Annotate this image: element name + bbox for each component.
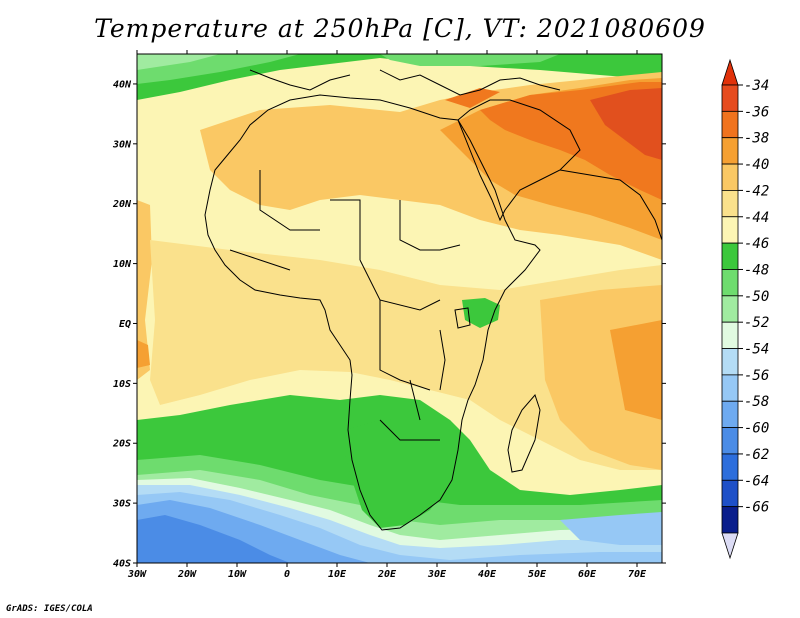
colorbar-swatch	[721, 110, 739, 139]
lat-tick-label: 20N	[112, 199, 132, 210]
longitude-axis: 30W 20W 10W 0 10E 20E 30E 40E 50E 60E 70E	[127, 50, 647, 580]
lon-tick-label: 20E	[377, 569, 397, 580]
colorbar-swatch	[721, 400, 739, 428]
colorbar-swatch	[721, 506, 739, 534]
colorbar: -34 -36 -38 -40 -42 -44 -46 -48 -50 -52 -54 -56 -58 -…	[721, 58, 769, 560]
colorbar-label: -40	[744, 157, 769, 173]
latitude-axis: 40N 30N 20N 10N EQ 10S 20S 30S 40S	[112, 79, 666, 570]
colorbar-label: -44	[744, 210, 769, 226]
field-north-green	[137, 54, 662, 100]
south-asia-coastline	[559, 169, 662, 241]
field-tropics-yellow	[150, 240, 662, 470]
colorbar-bottom-arrow	[721, 532, 739, 560]
colorbar-swatch	[721, 348, 739, 376]
lake-tanganyika	[439, 329, 446, 391]
iberia-coast	[249, 69, 351, 91]
colorbar-swatch	[721, 190, 739, 218]
colorbar-swatch	[721, 84, 739, 112]
lake-victoria	[454, 307, 471, 329]
coastlines	[204, 69, 662, 531]
field-south-dark-blue	[137, 515, 290, 563]
lat-tick-label: 20S	[112, 439, 131, 450]
country-borders	[229, 170, 461, 441]
field-iran-max	[590, 88, 662, 160]
colorbar-label: -48	[744, 262, 769, 278]
field-west-atlantic	[137, 200, 152, 380]
lon-tick-label: 60E	[578, 569, 597, 580]
colorbar-label: -64	[744, 473, 769, 489]
colorbar-swatch	[721, 295, 739, 323]
field-north-light-green	[137, 54, 220, 70]
colorbar-swatch	[721, 163, 739, 191]
colorbar-label: -58	[744, 394, 769, 410]
colorbar-label: -36	[744, 104, 769, 120]
lat-tick-label: 30S	[112, 499, 131, 510]
lon-tick-label: 30E	[427, 569, 447, 580]
colorbar-swatch	[721, 137, 739, 165]
lat-tick-label: 40N	[113, 79, 132, 90]
field-west-orange	[137, 340, 150, 368]
lat-tick-label: 40S	[113, 559, 131, 570]
colorbar-swatch	[721, 242, 739, 270]
lon-tick-label: 30W	[127, 569, 147, 580]
colorbar-swatch	[721, 427, 739, 455]
africa-coastline	[204, 94, 541, 531]
colorbar-label: -34	[744, 78, 769, 94]
lon-tick-label: 40E	[478, 569, 497, 580]
plot-frame	[136, 53, 663, 564]
field-east-africa-green	[462, 298, 500, 328]
arabia-coastline	[457, 99, 581, 222]
lon-tick-label: 20W	[177, 569, 197, 580]
colorbar-swatch	[721, 321, 739, 349]
lon-tick-label: 10W	[228, 569, 247, 580]
field-med-green	[380, 54, 560, 66]
madagascar-coastline	[507, 394, 541, 473]
mediterranean-coast-north	[379, 69, 561, 96]
colorbar-label: -60	[744, 421, 769, 437]
lon-tick-label: 70E	[628, 569, 647, 580]
colorbar-top-arrow	[721, 58, 739, 86]
field-southeast-blue	[560, 512, 662, 545]
field-indian-ocean-deep-orange	[610, 320, 662, 420]
colorbar-label: -46	[744, 236, 769, 252]
map-title: Temperature at 250hPa [C], VT: 202108060…	[94, 14, 706, 43]
lon-tick-label: 10E	[328, 569, 347, 580]
lat-tick-label: 10S	[113, 379, 131, 390]
colorbar-label: -42	[744, 183, 769, 199]
lat-tick-label: 10N	[113, 259, 132, 270]
colorbar-swatch	[721, 374, 739, 402]
colorbar-label: -52	[744, 315, 769, 331]
lat-tick-label: 30N	[112, 139, 132, 150]
colorbar-swatch	[721, 269, 739, 297]
colorbar-swatch	[721, 453, 739, 481]
colorbar-label: -56	[744, 368, 769, 384]
colorbar-label: -38	[744, 131, 769, 147]
colorbar-label: -66	[744, 500, 769, 516]
field-levant-warm	[445, 88, 500, 108]
colorbar-swatch	[721, 216, 739, 244]
lon-tick-label: 50E	[528, 569, 547, 580]
colorbar-label: -50	[744, 289, 769, 305]
grads-credit: GrADS: IGES/COLA	[6, 604, 93, 614]
colorbar-swatch	[721, 479, 739, 508]
field-southern-africa-green	[345, 418, 462, 528]
lat-tick-label: EQ	[119, 319, 131, 330]
colorbar-label: -62	[744, 447, 769, 463]
colorbar-label: -54	[744, 342, 769, 358]
temperature-field	[137, 54, 662, 563]
lon-tick-label: 0	[284, 569, 290, 580]
